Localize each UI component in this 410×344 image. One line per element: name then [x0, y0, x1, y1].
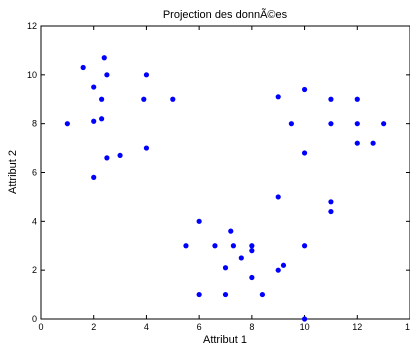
y-tick-label: 2 — [32, 265, 37, 275]
data-point — [301, 316, 308, 322]
data-point — [143, 72, 150, 78]
data-point — [370, 140, 376, 146]
data-point — [104, 155, 110, 161]
data-point — [91, 174, 97, 180]
data-point — [328, 121, 334, 127]
data-point — [230, 243, 237, 249]
data-point — [228, 228, 234, 234]
data-point — [117, 152, 123, 159]
data-point — [288, 121, 294, 127]
data-point — [249, 274, 255, 281]
data-point — [99, 116, 105, 122]
y-tick-label: 8 — [32, 119, 37, 129]
data-point — [328, 199, 334, 205]
data-point — [280, 262, 287, 268]
data-point — [196, 291, 202, 298]
data-point — [104, 72, 110, 78]
x-axis: 0 2 4 6 8 10 12 14 — [38, 26, 410, 332]
data-point — [212, 243, 218, 249]
x-tick-label: 6 — [197, 322, 202, 332]
data-point — [222, 291, 229, 298]
data-point — [354, 96, 360, 102]
data-point — [354, 121, 360, 127]
x-tick-label: 0 — [38, 322, 43, 332]
data-point — [301, 243, 308, 249]
x-tick-label: 2 — [91, 322, 96, 332]
data-point — [249, 243, 255, 249]
x-tick-label: 12 — [352, 322, 362, 332]
y-axis-label: Attribut 2 — [7, 150, 19, 194]
data-point — [381, 121, 387, 127]
data-point — [249, 248, 255, 254]
data-point — [301, 150, 308, 156]
data-point — [64, 121, 70, 127]
data-points — [64, 55, 387, 322]
data-point — [328, 208, 334, 215]
data-point — [91, 84, 97, 90]
data-point — [275, 194, 281, 200]
data-point — [80, 64, 86, 71]
data-point — [99, 96, 105, 102]
data-point — [328, 96, 334, 102]
data-point — [183, 243, 189, 249]
data-point — [354, 140, 360, 146]
chart-title: Projection des donnÃ©es — [163, 8, 288, 21]
x-tick-label: 4 — [144, 322, 149, 332]
x-tick-label: 10 — [300, 322, 310, 332]
data-point — [196, 218, 202, 224]
data-point — [275, 267, 281, 273]
data-point — [275, 94, 281, 100]
y-tick-label: 10 — [27, 70, 37, 80]
data-point — [170, 96, 176, 102]
data-point — [141, 96, 147, 102]
x-axis-label: Attribut 1 — [203, 334, 247, 344]
data-point — [222, 265, 229, 271]
y-tick-label: 4 — [32, 216, 37, 226]
data-point — [301, 86, 308, 93]
x-tick-label: 14 — [405, 322, 410, 332]
y-tick-label: 6 — [32, 168, 37, 178]
plot-area — [40, 25, 410, 320]
y-axis: 0 2 4 6 8 10 12 — [27, 21, 410, 324]
x-tick-label: 8 — [249, 322, 254, 332]
data-point — [91, 118, 97, 124]
y-tick-label: 0 — [32, 314, 37, 324]
y-tick-label: 12 — [27, 21, 37, 31]
data-point — [101, 55, 107, 61]
data-point — [238, 255, 244, 261]
data-point — [259, 291, 265, 298]
data-point — [143, 145, 150, 151]
